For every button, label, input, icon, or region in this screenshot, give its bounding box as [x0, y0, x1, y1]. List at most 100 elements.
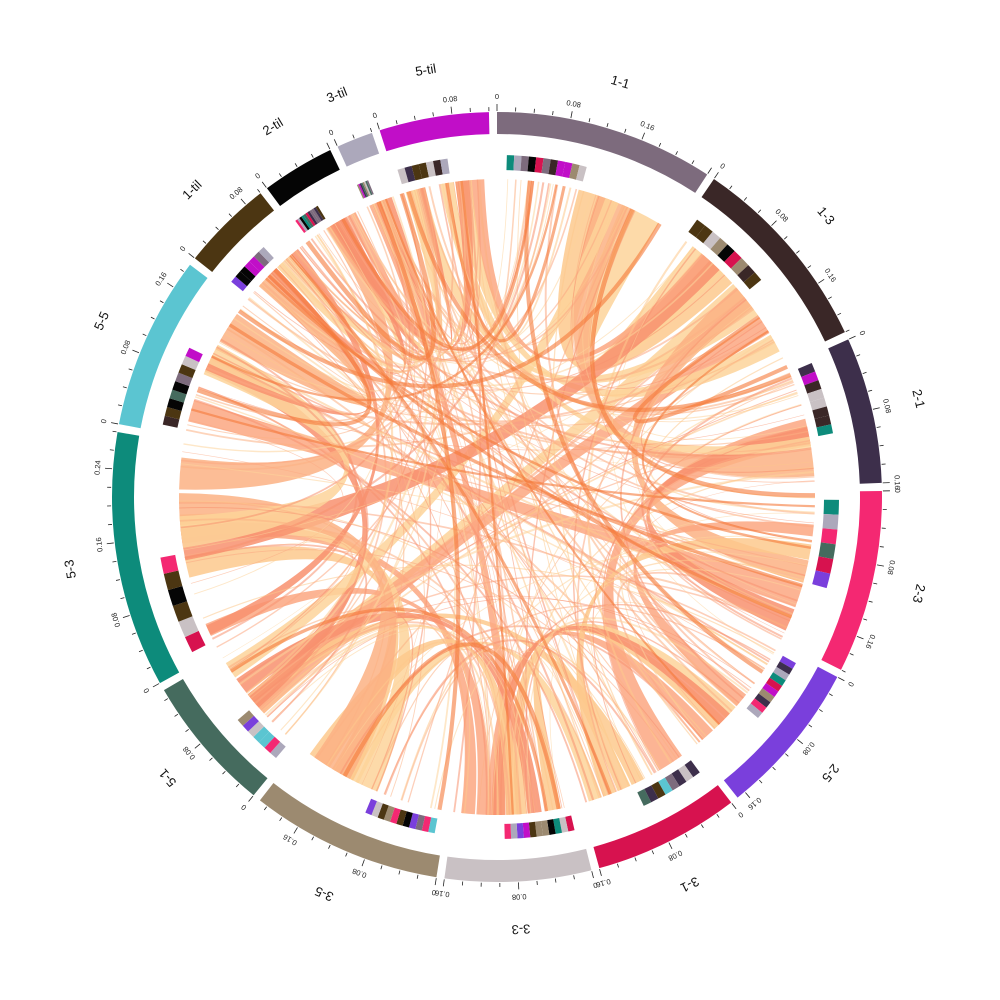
tick-mark	[167, 282, 174, 288]
track-block	[411, 164, 423, 181]
tick-mark	[248, 795, 254, 802]
chord-line	[570, 195, 767, 389]
tick-label: 0.16	[281, 832, 298, 847]
track-block	[162, 415, 180, 428]
chord-line-strong	[305, 192, 436, 361]
track-block	[559, 816, 569, 833]
track-block	[359, 183, 368, 198]
chord-line	[184, 543, 368, 723]
track-block	[814, 415, 832, 428]
tick-mark	[849, 653, 854, 656]
tick-label: 0.08	[442, 94, 458, 105]
chord-line	[179, 506, 680, 758]
track-block	[750, 698, 767, 713]
sector-label-2-1: 2-1	[909, 388, 928, 410]
track-block	[822, 513, 839, 530]
track-block	[297, 217, 308, 232]
chord-line	[179, 501, 387, 766]
tick-label: 0.08	[512, 892, 527, 902]
chord-line	[517, 466, 814, 815]
chord-line-strong	[641, 330, 813, 543]
sector-label-5-1: 5-1	[156, 766, 180, 790]
track-block	[684, 760, 700, 778]
chord-line	[289, 255, 809, 447]
tick-mark	[142, 333, 147, 337]
tick-label: 0.16	[823, 267, 839, 284]
track-block	[548, 159, 559, 176]
tick-mark	[380, 865, 383, 870]
tick-mark	[684, 833, 688, 838]
track-block	[773, 666, 790, 681]
tick-mark	[128, 368, 133, 371]
chord-line	[179, 502, 776, 652]
track-block	[658, 777, 673, 795]
track-block	[242, 715, 259, 732]
chord-line	[645, 439, 811, 640]
chord-line	[611, 246, 774, 655]
tick-label: 0.16	[434, 888, 450, 899]
chord-line	[212, 352, 806, 577]
track-block	[383, 805, 395, 822]
track-block	[664, 773, 680, 791]
chord-ribbon	[206, 249, 380, 635]
tick-mark	[222, 770, 226, 775]
tick-label: 0	[592, 880, 598, 890]
tick-label: 0.08	[667, 848, 684, 863]
tick-mark	[174, 713, 179, 717]
sector-label-1-1: 1-1	[609, 72, 631, 92]
track-block	[812, 406, 830, 419]
track-block	[181, 355, 200, 371]
tick-mark	[591, 871, 594, 879]
track-block	[365, 798, 377, 816]
chord-line-strong	[445, 182, 566, 343]
track-block	[175, 372, 193, 387]
sector-label-5-3: 5-3	[61, 559, 79, 580]
chord-line	[357, 210, 491, 815]
tick-mark	[122, 386, 127, 389]
tick-mark	[132, 349, 140, 354]
tick-label: 0	[736, 810, 745, 820]
tick-mark	[120, 597, 125, 600]
track-block	[428, 817, 438, 834]
track-block	[169, 389, 187, 403]
tick-mark	[863, 618, 868, 621]
tick-mark	[616, 863, 619, 868]
chord-line	[291, 253, 791, 622]
tick-mark	[771, 220, 777, 226]
track-block	[776, 661, 793, 675]
tick-mark	[228, 213, 233, 217]
track-block	[801, 371, 819, 386]
chord-line	[216, 179, 480, 648]
sector-arc-1-3	[701, 178, 845, 342]
track-block	[390, 807, 401, 824]
track-block	[528, 821, 537, 838]
chord-line-strong	[211, 184, 558, 401]
track-block	[237, 710, 254, 726]
track-block	[758, 688, 775, 703]
tick-mark	[279, 817, 283, 822]
chord-line	[456, 179, 517, 340]
track-block	[506, 155, 515, 171]
tick-mark	[879, 546, 884, 548]
tick-label: 0	[495, 92, 499, 101]
track-block	[576, 165, 587, 182]
tick-label: 0.08	[801, 740, 817, 757]
chord-line	[254, 621, 511, 815]
track-block	[311, 208, 322, 223]
track-block	[172, 601, 193, 622]
chord-line-strong	[341, 180, 535, 351]
tick-label: 0	[846, 680, 856, 688]
track-block	[762, 682, 779, 697]
tick-mark	[122, 615, 130, 618]
sector-label-2-til: 2-til	[260, 115, 286, 139]
track-block	[724, 251, 742, 269]
track-block	[178, 616, 199, 638]
track-block	[402, 811, 413, 828]
track-block	[516, 822, 524, 839]
track-block	[315, 205, 326, 220]
chord-line	[262, 624, 499, 816]
chord-line-strong	[196, 268, 372, 427]
track-block	[309, 209, 320, 224]
tick-mark	[828, 693, 833, 697]
